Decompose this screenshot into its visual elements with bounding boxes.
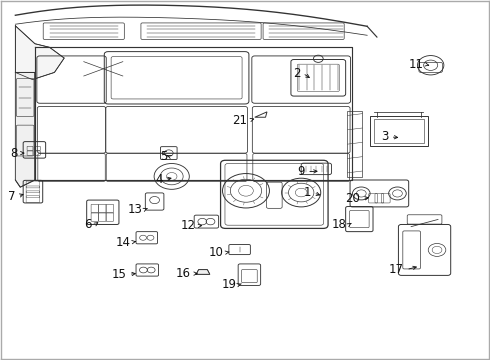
Text: 6: 6 bbox=[85, 218, 92, 231]
Polygon shape bbox=[15, 72, 35, 187]
Text: 15: 15 bbox=[111, 268, 126, 281]
Text: 21: 21 bbox=[232, 114, 247, 127]
Text: 12: 12 bbox=[181, 219, 196, 233]
Text: 3: 3 bbox=[381, 130, 388, 144]
Text: 8: 8 bbox=[10, 147, 18, 159]
Text: 14: 14 bbox=[115, 235, 130, 248]
Text: 4: 4 bbox=[155, 173, 163, 186]
Text: 19: 19 bbox=[221, 278, 236, 291]
Polygon shape bbox=[196, 270, 210, 274]
Text: 13: 13 bbox=[127, 203, 143, 216]
Text: 17: 17 bbox=[389, 263, 404, 276]
Text: 11: 11 bbox=[408, 58, 423, 71]
Text: 10: 10 bbox=[209, 246, 224, 259]
Polygon shape bbox=[15, 26, 64, 80]
Text: 1: 1 bbox=[303, 186, 311, 199]
Text: 2: 2 bbox=[293, 67, 300, 80]
Text: 7: 7 bbox=[8, 190, 15, 203]
Text: 20: 20 bbox=[345, 192, 360, 205]
Text: 5: 5 bbox=[160, 150, 168, 163]
Text: 9: 9 bbox=[297, 165, 305, 178]
Text: 16: 16 bbox=[175, 267, 190, 280]
Text: 18: 18 bbox=[331, 218, 346, 231]
